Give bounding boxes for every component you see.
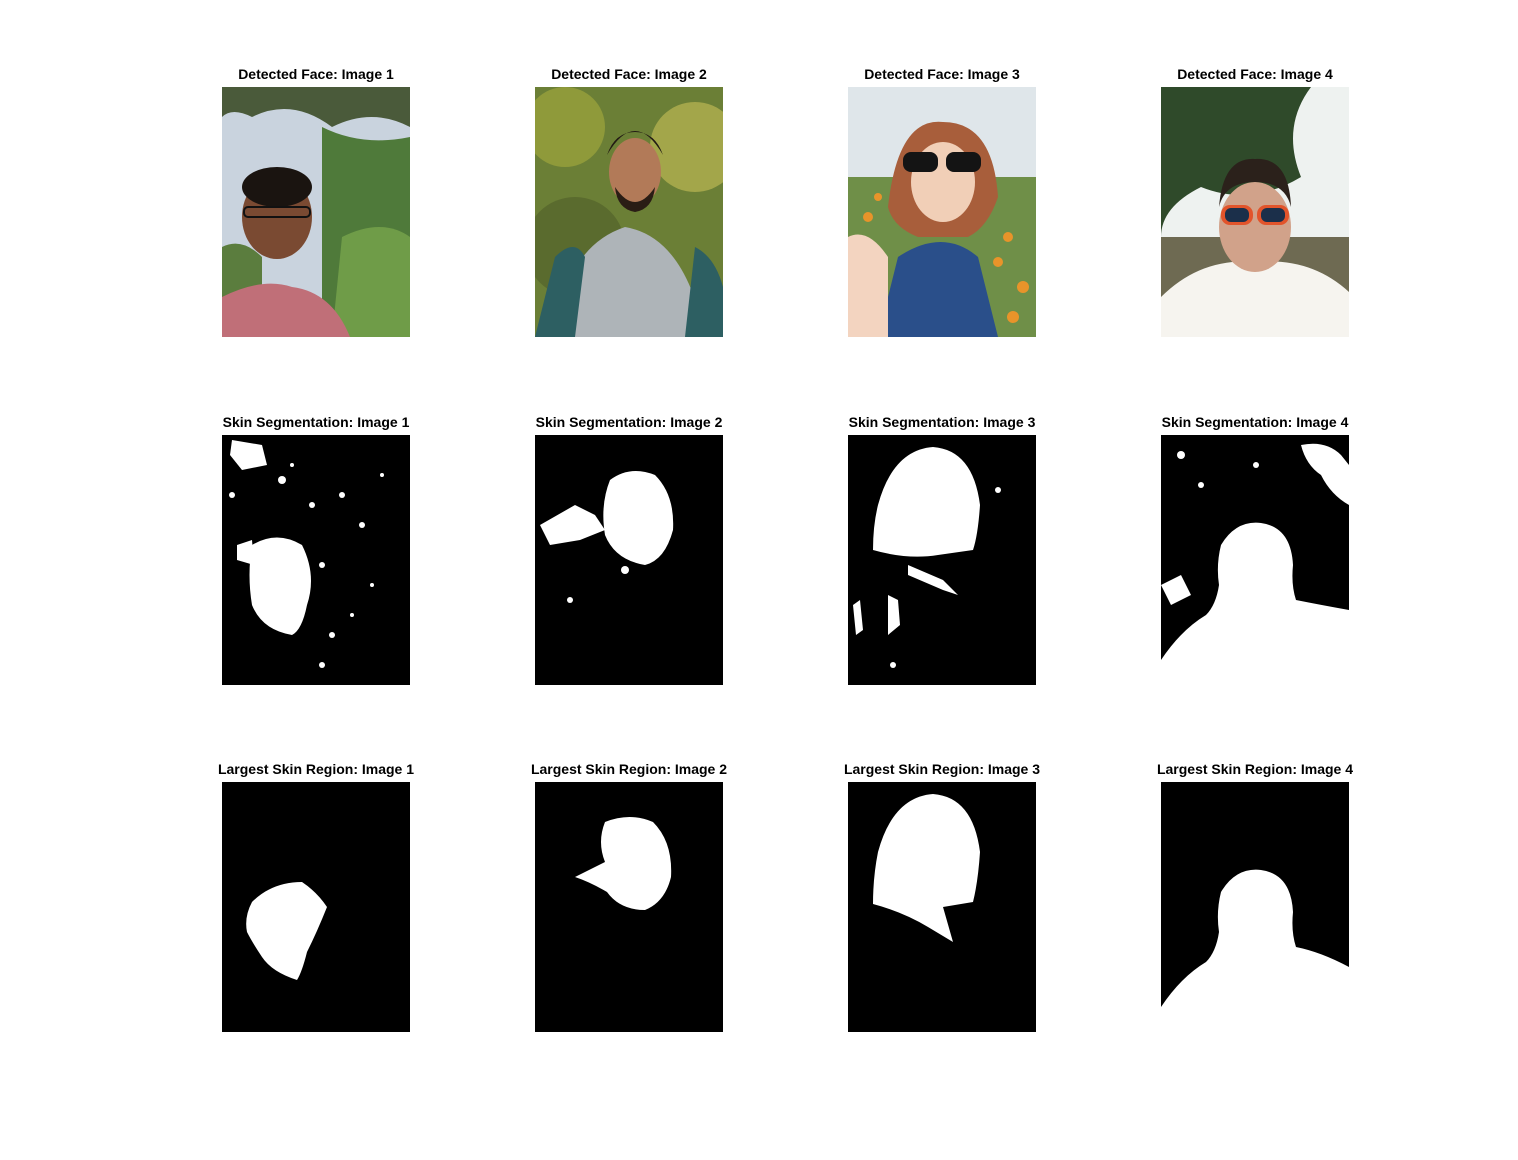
largest-skin-region-mask-1 <box>222 782 410 1032</box>
panel-title: Detected Face: Image 1 <box>238 66 394 82</box>
panel-title: Detected Face: Image 4 <box>1177 66 1333 82</box>
panel-title: Largest Skin Region: Image 4 <box>1156 761 1354 777</box>
skin-segmentation-mask-3 <box>848 435 1036 685</box>
panel-title: Skin Segmentation: Image 3 <box>848 414 1036 430</box>
largest-skin-region-mask-3 <box>848 782 1036 1032</box>
skin-segmentation-mask-2 <box>535 435 723 685</box>
detected-face-image-1 <box>222 87 410 337</box>
detected-face-image-4 <box>1161 87 1349 337</box>
panel-title: Largest Skin Region: Image 1 <box>217 761 415 777</box>
panel-title: Detected Face: Image 3 <box>864 66 1020 82</box>
skin-segmentation-mask-4 <box>1161 435 1349 685</box>
panel-title: Skin Segmentation: Image 1 <box>222 414 410 430</box>
largest-skin-region-mask-2 <box>535 782 723 1032</box>
skin-segmentation-mask-1 <box>222 435 410 685</box>
panel-title: Skin Segmentation: Image 2 <box>535 414 723 430</box>
panel-title: Skin Segmentation: Image 4 <box>1161 414 1349 430</box>
panel-title: Detected Face: Image 2 <box>551 66 707 82</box>
panel-title: Largest Skin Region: Image 2 <box>530 761 728 777</box>
panel-title: Largest Skin Region: Image 3 <box>843 761 1041 777</box>
detected-face-image-2 <box>535 87 723 337</box>
detected-face-image-3 <box>848 87 1036 337</box>
largest-skin-region-mask-4 <box>1161 782 1349 1032</box>
